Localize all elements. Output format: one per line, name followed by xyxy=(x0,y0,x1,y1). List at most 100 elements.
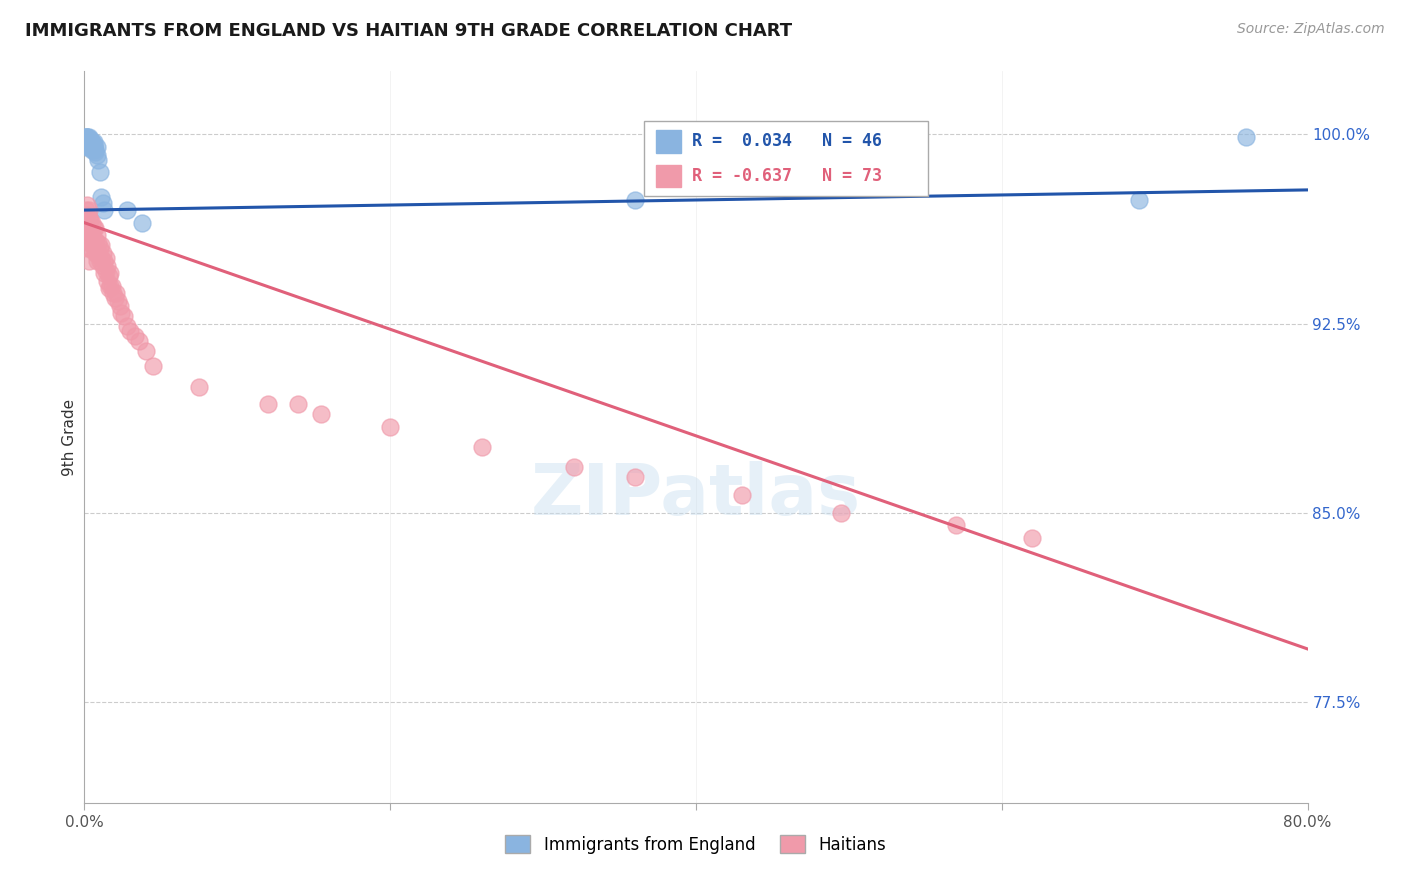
Point xyxy=(87,235,110,250)
Point xyxy=(77,135,100,149)
Text: Source: ZipAtlas.com: Source: ZipAtlas.com xyxy=(1237,22,1385,37)
Point xyxy=(80,135,103,149)
Point xyxy=(76,211,98,225)
Point xyxy=(79,132,101,146)
Point xyxy=(94,251,117,265)
Point xyxy=(77,137,100,152)
Point xyxy=(98,278,121,293)
Point xyxy=(75,130,97,145)
Point xyxy=(77,241,100,255)
Point xyxy=(98,266,121,280)
Point xyxy=(86,253,108,268)
Point xyxy=(84,233,107,247)
Point xyxy=(142,359,165,374)
Point xyxy=(830,506,852,520)
Point xyxy=(83,220,105,235)
Point xyxy=(79,140,101,154)
Point xyxy=(380,420,402,434)
Point xyxy=(80,143,103,157)
Point xyxy=(89,241,111,255)
Point xyxy=(86,147,108,161)
Point xyxy=(75,203,97,218)
Point xyxy=(75,130,97,145)
Point xyxy=(1128,193,1150,207)
Point xyxy=(79,220,101,235)
Legend: Immigrants from England, Haitians: Immigrants from England, Haitians xyxy=(499,829,893,860)
Point xyxy=(76,233,98,247)
Point xyxy=(79,233,101,247)
Point xyxy=(1021,531,1043,545)
Point xyxy=(76,140,98,154)
Point xyxy=(80,216,103,230)
Bar xyxy=(655,165,681,187)
Point xyxy=(93,253,115,268)
Text: ZIPatlas: ZIPatlas xyxy=(531,461,860,530)
Point xyxy=(135,344,157,359)
Point xyxy=(131,216,153,230)
Point xyxy=(77,135,100,149)
Point xyxy=(93,266,115,280)
Point xyxy=(75,132,97,146)
Point xyxy=(76,130,98,145)
Point xyxy=(83,140,105,154)
Point xyxy=(103,286,125,301)
Point xyxy=(97,281,120,295)
Point xyxy=(83,135,105,149)
Point xyxy=(77,253,100,268)
Point xyxy=(87,153,110,167)
Point xyxy=(91,259,114,273)
Point xyxy=(624,193,647,207)
Point xyxy=(287,397,309,411)
Point xyxy=(96,274,118,288)
Point xyxy=(115,203,138,218)
Point xyxy=(75,135,97,149)
Point xyxy=(76,137,98,152)
Point xyxy=(84,143,107,157)
Point xyxy=(624,470,647,484)
Point xyxy=(84,145,107,159)
Point xyxy=(77,140,100,154)
Text: IMMIGRANTS FROM ENGLAND VS HAITIAN 9TH GRADE CORRELATION CHART: IMMIGRANTS FROM ENGLAND VS HAITIAN 9TH G… xyxy=(25,22,793,40)
Point xyxy=(83,137,105,152)
Point xyxy=(75,216,97,230)
Text: R =  0.034   N = 46: R = 0.034 N = 46 xyxy=(693,132,883,150)
Point xyxy=(120,324,142,338)
Point xyxy=(77,211,100,225)
Point xyxy=(75,132,97,146)
Point xyxy=(101,278,124,293)
Point xyxy=(115,319,138,334)
Point xyxy=(80,238,103,252)
Point xyxy=(90,238,112,252)
Point xyxy=(731,488,754,502)
Point xyxy=(77,137,100,152)
Point xyxy=(1236,130,1258,145)
Point xyxy=(91,246,114,260)
Point xyxy=(945,518,967,533)
Point xyxy=(76,130,98,145)
Point xyxy=(188,379,211,393)
Point xyxy=(86,241,108,255)
Point xyxy=(90,190,112,204)
Point xyxy=(124,329,146,343)
Point xyxy=(91,195,114,210)
Point xyxy=(83,140,105,154)
Point xyxy=(107,293,129,308)
Point xyxy=(77,130,100,145)
Point xyxy=(80,137,103,152)
Point xyxy=(112,309,135,323)
Point xyxy=(80,135,103,149)
Point xyxy=(89,165,111,179)
Point xyxy=(108,299,131,313)
Point xyxy=(257,397,280,411)
Point xyxy=(105,286,128,301)
Point xyxy=(83,235,105,250)
Point xyxy=(311,408,333,422)
Point xyxy=(77,203,100,218)
Point xyxy=(562,460,585,475)
Point xyxy=(80,228,103,243)
Point xyxy=(86,140,108,154)
Point xyxy=(77,220,100,235)
Point xyxy=(75,228,97,243)
Point xyxy=(76,135,98,149)
Point xyxy=(77,233,100,247)
